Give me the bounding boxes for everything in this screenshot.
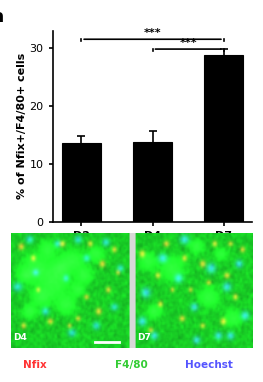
- Bar: [204, 55, 243, 222]
- Text: D7: D7: [138, 333, 151, 342]
- Y-axis label: % of Nfix+/F4/80+ cells: % of Nfix+/F4/80+ cells: [17, 53, 27, 199]
- Text: ***: ***: [144, 28, 161, 38]
- Text: ***: ***: [179, 38, 197, 48]
- Text: a: a: [0, 8, 4, 26]
- Bar: [133, 142, 172, 222]
- Text: D4: D4: [13, 333, 27, 342]
- Text: F4/80: F4/80: [115, 360, 148, 370]
- Text: Nfix: Nfix: [23, 360, 47, 370]
- Text: Hoechst: Hoechst: [185, 360, 233, 370]
- Bar: [62, 143, 101, 222]
